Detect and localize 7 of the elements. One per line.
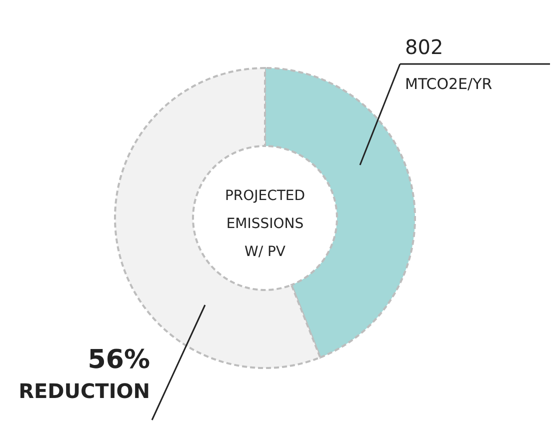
text: REDUCTION xyxy=(18,379,150,403)
text: 56% xyxy=(88,345,150,375)
text: EMISSIONS xyxy=(226,216,304,232)
text: 802 xyxy=(405,35,444,59)
text: PROJECTED xyxy=(224,188,306,204)
text: MTCO2E/YR xyxy=(405,75,492,93)
text: W/ PV xyxy=(244,244,286,260)
